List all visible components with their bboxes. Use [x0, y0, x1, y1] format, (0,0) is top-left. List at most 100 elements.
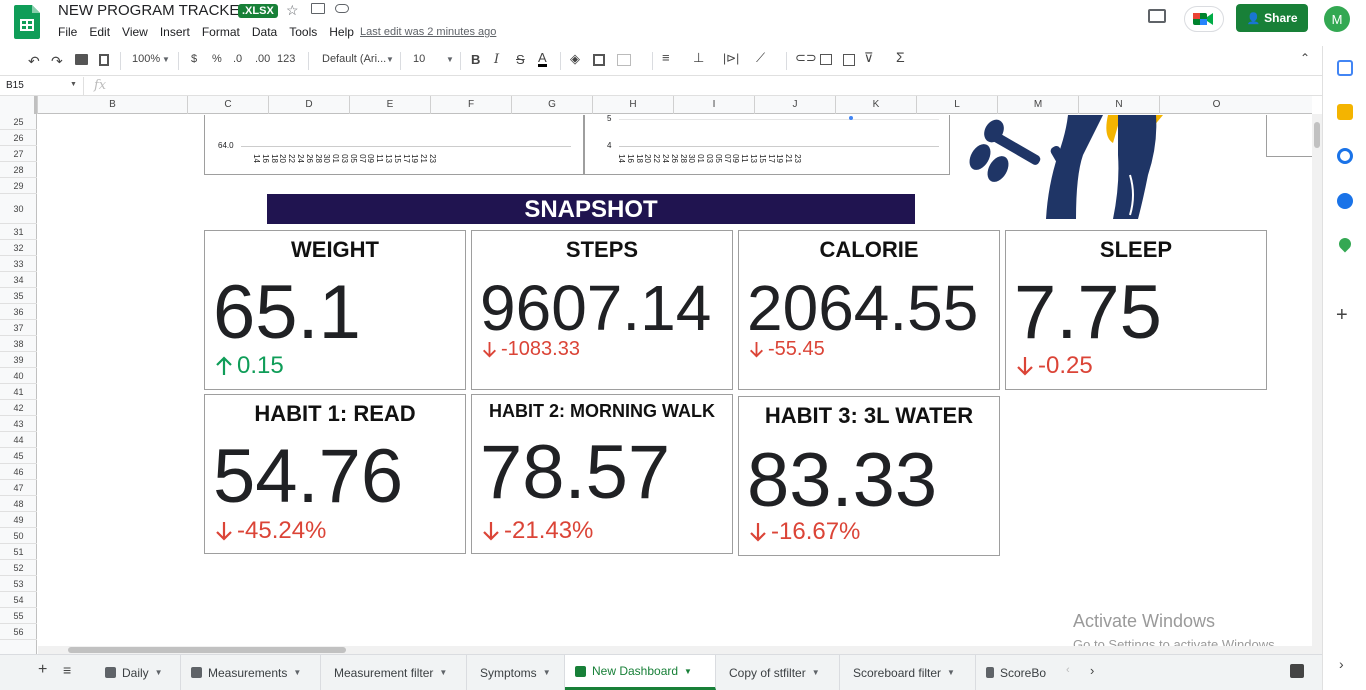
column-header-j[interactable]: J [754, 96, 835, 114]
row-header[interactable]: 55 [0, 608, 37, 624]
row-header[interactable]: 30 [0, 194, 37, 224]
vertical-scroll-thumb[interactable] [1314, 122, 1320, 148]
row-header[interactable]: 40 [0, 368, 37, 384]
column-header-i[interactable]: I [673, 96, 754, 114]
insert-link-icon[interactable]: ⊂⊃ [795, 50, 817, 65]
weight-scorecard[interactable]: WEIGHT 65.1 0.15 [204, 230, 466, 390]
tab-measurement-filter[interactable]: Measurement filter ▼ [321, 655, 467, 690]
fill-color-icon[interactable]: ◈ [570, 51, 580, 66]
add-sheet-icon[interactable]: + [38, 661, 48, 678]
steps-scorecard[interactable]: STEPS 9607.14 -1083.33 [471, 230, 733, 390]
collapse-toolbar-icon[interactable]: ⌃ [1300, 51, 1311, 65]
tab-new-dashboard[interactable]: New Dashboard ▼ [565, 655, 716, 690]
filter-icon[interactable]: ⊽ [864, 50, 874, 65]
sheet-grid[interactable]: 64.0 14 16 18 20 22 24 26 28 30 01 03 05… [38, 115, 1312, 653]
row-header[interactable]: 51 [0, 544, 37, 560]
calorie-scorecard[interactable]: CALORIE 2064.55 -55.45 [738, 230, 1000, 390]
menu-edit[interactable]: Edit [89, 25, 111, 39]
tab-symptoms[interactable]: Symptoms ▼ [467, 655, 565, 690]
row-header[interactable]: 38 [0, 336, 37, 352]
row-header[interactable]: 27 [0, 146, 37, 162]
tab-caret-icon[interactable]: ▼ [154, 668, 163, 677]
menu-data[interactable]: Data [251, 25, 278, 39]
menu-format[interactable]: Format [201, 25, 240, 39]
column-header-m[interactable]: M [997, 96, 1078, 114]
menu-file[interactable]: File [58, 25, 78, 39]
row-header[interactable]: 33 [0, 256, 37, 272]
row-header[interactable]: 54 [0, 592, 37, 608]
account-avatar[interactable]: M [1324, 6, 1350, 32]
row-header[interactable]: 25 [0, 114, 37, 130]
row-header[interactable]: 44 [0, 432, 37, 448]
vertical-align-icon[interactable]: ⊥ [693, 50, 705, 65]
column-header-k[interactable]: K [835, 96, 916, 114]
text-wrapping-icon[interactable]: |⊳| [723, 51, 740, 65]
horizontal-scrollbar[interactable] [38, 646, 1312, 654]
print-icon[interactable] [75, 54, 88, 65]
row-header[interactable]: 53 [0, 576, 37, 592]
keep-icon[interactable] [1337, 104, 1353, 120]
row-header[interactable]: 34 [0, 272, 37, 288]
italic-button[interactable]: I [494, 52, 500, 67]
weight-trend-chart[interactable]: 64.0 14 16 18 20 22 24 26 28 30 01 03 05… [204, 115, 584, 175]
column-header-e[interactable]: E [349, 96, 430, 114]
row-header[interactable]: 29 [0, 178, 37, 194]
percent-format-button[interactable]: % [212, 53, 222, 65]
tab-caret-icon[interactable]: ▼ [811, 668, 820, 677]
row-header[interactable]: 35 [0, 288, 37, 304]
strikethrough-button[interactable]: S [516, 52, 525, 67]
explore-icon[interactable] [1290, 664, 1304, 678]
all-sheets-icon[interactable]: ≡ [63, 662, 72, 678]
zoom-select[interactable]: 100% [132, 53, 161, 65]
row-header[interactable]: 45 [0, 448, 37, 464]
meet-button[interactable] [1184, 6, 1224, 32]
menu-tools[interactable]: Tools [289, 25, 318, 39]
vertical-scrollbar[interactable] [1312, 114, 1322, 654]
text-rotation-icon[interactable]: ⟋ [756, 50, 766, 65]
bold-button[interactable]: B [471, 52, 481, 67]
column-header-f[interactable]: F [430, 96, 511, 114]
row-header[interactable]: 49 [0, 512, 37, 528]
habit-read-scorecard[interactable]: HABIT 1: READ 54.76 -45.24% [204, 394, 466, 554]
column-header-h[interactable]: H [592, 96, 673, 114]
scroll-tabs-left-icon[interactable]: ‹ [1066, 664, 1070, 676]
tab-measurements[interactable]: Measurements ▼ [181, 655, 321, 690]
merge-cells-icon[interactable] [617, 54, 631, 66]
row-header[interactable]: 32 [0, 240, 37, 256]
row-header[interactable]: 28 [0, 162, 37, 178]
scroll-tabs-right-icon[interactable]: › [1090, 663, 1095, 678]
row-header[interactable]: 39 [0, 352, 37, 368]
tasks-icon[interactable] [1337, 148, 1353, 164]
row-header[interactable]: 48 [0, 496, 37, 512]
increase-decimal-button[interactable]: .00 [255, 53, 271, 65]
row-header[interactable]: 46 [0, 464, 37, 480]
habit-morning-walk-scorecard[interactable]: HABIT 2: MORNING WALK 78.57 -21.43% [471, 394, 733, 554]
font-select[interactable]: Default (Ari... [322, 53, 387, 65]
embedded-chart-edge[interactable] [1266, 115, 1312, 157]
tab-caret-icon[interactable]: ▼ [947, 668, 955, 677]
sleep-scorecard[interactable]: SLEEP 7.75 -0.25 [1005, 230, 1267, 390]
row-header[interactable]: 37 [0, 320, 37, 336]
horizontal-scroll-thumb[interactable] [68, 647, 346, 653]
text-color-button[interactable]: A [538, 50, 547, 67]
redo-icon[interactable]: ↷ [51, 53, 63, 69]
column-header-c[interactable]: C [187, 96, 268, 114]
row-header[interactable]: 41 [0, 384, 37, 400]
tab-caret-icon[interactable]: ▼ [439, 668, 448, 677]
tab-caret-icon[interactable]: ▼ [684, 666, 692, 676]
column-header-n[interactable]: N [1078, 96, 1159, 114]
decrease-decimal-button[interactable]: .0 [233, 53, 243, 65]
last-edit-link[interactable]: Last edit was 2 minutes ago [360, 26, 497, 38]
column-header-d[interactable]: D [268, 96, 349, 114]
insert-chart-icon[interactable] [843, 54, 855, 66]
contacts-icon[interactable] [1337, 193, 1353, 209]
column-header-b[interactable]: B [37, 96, 187, 114]
row-header[interactable]: 36 [0, 304, 37, 320]
menu-insert[interactable]: Insert [159, 25, 190, 39]
horizontal-align-icon[interactable]: ≡ [662, 50, 670, 65]
menu-view[interactable]: View [122, 25, 148, 39]
cloud-status-icon[interactable] [335, 4, 349, 13]
star-icon[interactable]: ☆ [286, 2, 299, 18]
tab-caret-icon[interactable]: ▼ [542, 668, 551, 677]
font-size-select[interactable]: 10 [413, 53, 426, 65]
